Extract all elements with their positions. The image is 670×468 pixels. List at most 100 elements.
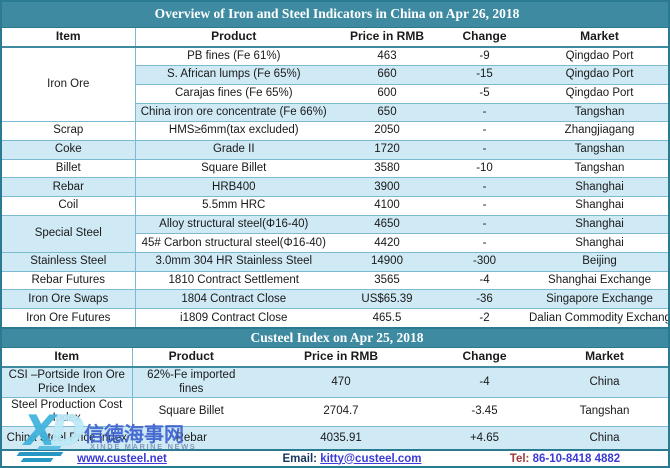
price-cell: 4100 bbox=[332, 196, 442, 216]
change-cell: - bbox=[442, 196, 527, 216]
column-header-price: Price in RMB bbox=[332, 27, 442, 48]
product-cell: 5.5mm HRC bbox=[135, 196, 332, 216]
change-cell: -4 bbox=[432, 366, 537, 398]
product-cell: China iron ore concentrate (Fe 66%) bbox=[135, 102, 332, 122]
footer-tel: Tel: 86-10-8418 4882 bbox=[462, 453, 668, 465]
table-row: Billet Square Billet 3580 -10 Tangshan bbox=[2, 158, 668, 178]
product-cell: 1804 Contract Close bbox=[135, 289, 332, 309]
change-cell: -300 bbox=[442, 252, 527, 272]
item-cell: Billet bbox=[2, 158, 136, 178]
item-cell: Scrap bbox=[2, 121, 136, 141]
table-row: S. African lumps (Fe 65%) 660 -15 Qingda… bbox=[2, 65, 668, 85]
item-cell: Rebar bbox=[2, 177, 136, 197]
price-cell: 3580 bbox=[332, 158, 442, 178]
table-row: Iron Ore Swaps 1804 Contract Close US$65… bbox=[2, 289, 668, 309]
item-cell: Special Steel bbox=[2, 214, 136, 253]
product-cell: Square Billet bbox=[135, 158, 332, 178]
product-cell: 3.0mm 304 HR Stainless Steel bbox=[135, 252, 332, 272]
price-cell: 463 bbox=[332, 46, 442, 66]
price-cell: 470 bbox=[250, 366, 432, 398]
custeel-table: Custeel Index on Apr 25, 2018 Item Produ… bbox=[2, 327, 668, 452]
change-cell: -2 bbox=[442, 308, 527, 328]
product-cell: Carajas fines (Fe 65%) bbox=[135, 83, 332, 104]
footer-website: www.custeel.net bbox=[2, 453, 242, 465]
market-cell: Shanghai bbox=[527, 196, 668, 216]
market-cell: Tangshan bbox=[527, 102, 668, 122]
table-row: Item Product Price in RMB Change Market bbox=[2, 347, 668, 369]
price-cell: 2704.7 bbox=[250, 396, 432, 427]
table-row: Item Product Price in RMB Change Market bbox=[2, 27, 668, 48]
product-cell: Grade II bbox=[135, 139, 332, 160]
market-cell: China bbox=[537, 425, 668, 452]
price-cell: 600 bbox=[332, 83, 442, 104]
column-header-change: Change bbox=[432, 347, 537, 369]
market-cell: Shanghai bbox=[527, 177, 668, 197]
column-header-item: Item bbox=[2, 347, 133, 369]
tel-label: Tel: bbox=[509, 452, 530, 465]
item-cell: CSI –Portside Iron Ore Price Index bbox=[2, 366, 133, 398]
market-cell: Shanghai Exchange bbox=[527, 270, 668, 290]
table-row: Rebar Futures 1810 Contract Settlement 3… bbox=[2, 270, 668, 290]
change-cell: -10 bbox=[442, 158, 527, 178]
change-cell: - bbox=[442, 139, 527, 160]
change-cell: - bbox=[442, 177, 527, 197]
market-cell: Tangshan bbox=[527, 139, 668, 160]
change-cell: -15 bbox=[442, 65, 527, 85]
market-cell: Shanghai bbox=[527, 233, 668, 253]
column-header-product: Product bbox=[132, 347, 250, 369]
change-cell: -36 bbox=[442, 289, 527, 309]
market-cell: Qingdao Port bbox=[527, 83, 668, 104]
contact-footer: www.custeel.net Email: kitty@custeel.com… bbox=[2, 449, 668, 466]
overview-table: Overview of Iron and Steel Indicators in… bbox=[2, 2, 668, 328]
item-cell: Steel Production Cost Index bbox=[2, 396, 133, 427]
price-cell: 14900 bbox=[332, 252, 442, 272]
product-cell: 45# Carbon structural steel(Φ16-40) bbox=[135, 233, 332, 253]
price-cell: 3565 bbox=[332, 270, 442, 290]
website-link[interactable]: www.custeel.net bbox=[77, 452, 167, 465]
item-cell: Iron Ore Futures bbox=[2, 308, 136, 328]
item-cell: Stainless Steel bbox=[2, 252, 136, 272]
price-cell: 4035.91 bbox=[250, 425, 432, 452]
product-cell: i1809 Contract Close bbox=[135, 308, 332, 328]
table-row: Steel Production Cost Index Square Bille… bbox=[2, 396, 668, 427]
product-cell: HRB400 bbox=[135, 177, 332, 197]
change-cell: -3.45 bbox=[432, 396, 537, 427]
product-cell: Rebar bbox=[132, 425, 250, 452]
column-header-market: Market bbox=[527, 27, 668, 48]
table-row: 45# Carbon structural steel(Φ16-40) 4420… bbox=[2, 233, 668, 253]
table-row: Scrap HMS≥6mm(tax excluded) 2050 - Zhang… bbox=[2, 121, 668, 141]
change-cell: - bbox=[442, 102, 527, 122]
product-cell: Alloy structural steel(Φ16-40) bbox=[135, 214, 332, 234]
item-cell: Iron Ore bbox=[2, 46, 136, 122]
change-cell: - bbox=[442, 233, 527, 253]
price-cell: 4420 bbox=[332, 233, 442, 253]
market-cell: Tangshan bbox=[527, 158, 668, 178]
market-cell: Singapore Exchange bbox=[527, 289, 668, 309]
table-row: Carajas fines (Fe 65%) 600 -5 Qingdao Po… bbox=[2, 83, 668, 104]
item-cell: China Steel Price Index bbox=[2, 425, 133, 452]
product-cell: 1810 Contract Settlement bbox=[135, 270, 332, 290]
market-cell: China bbox=[537, 366, 668, 398]
table-row: Iron Ore PB fines (Fe 61%) 463 -9 Qingda… bbox=[2, 46, 668, 122]
change-cell: -9 bbox=[442, 46, 527, 66]
column-header-change: Change bbox=[442, 27, 527, 48]
market-cell: Zhangjiagang bbox=[527, 121, 668, 141]
product-cell: HMS≥6mm(tax excluded) bbox=[135, 121, 332, 141]
table-row: Special Steel Alloy structural steel(Φ16… bbox=[2, 214, 668, 253]
overview-title: Overview of Iron and Steel Indicators in… bbox=[2, 2, 668, 28]
email-link[interactable]: kitty@custeel.com bbox=[320, 452, 422, 465]
table-row: Coke Grade II 1720 - Tangshan bbox=[2, 139, 668, 160]
item-cell: Iron Ore Swaps bbox=[2, 289, 136, 309]
table-row: China Steel Price Index Rebar 4035.91 +4… bbox=[2, 425, 668, 452]
change-cell: - bbox=[442, 121, 527, 141]
item-cell: Rebar Futures bbox=[2, 270, 136, 290]
price-cell: US$65.39 bbox=[332, 289, 442, 309]
product-cell: Square Billet bbox=[132, 396, 250, 427]
product-cell: 62%-Fe imported fines bbox=[132, 366, 250, 398]
table-row: Coil 5.5mm HRC 4100 - Shanghai bbox=[2, 196, 668, 216]
market-cell: Beijing bbox=[527, 252, 668, 272]
column-header-item: Item bbox=[2, 27, 136, 48]
column-header-price: Price in RMB bbox=[250, 347, 432, 369]
market-cell: Dalian Commodity Exchange bbox=[527, 308, 668, 328]
